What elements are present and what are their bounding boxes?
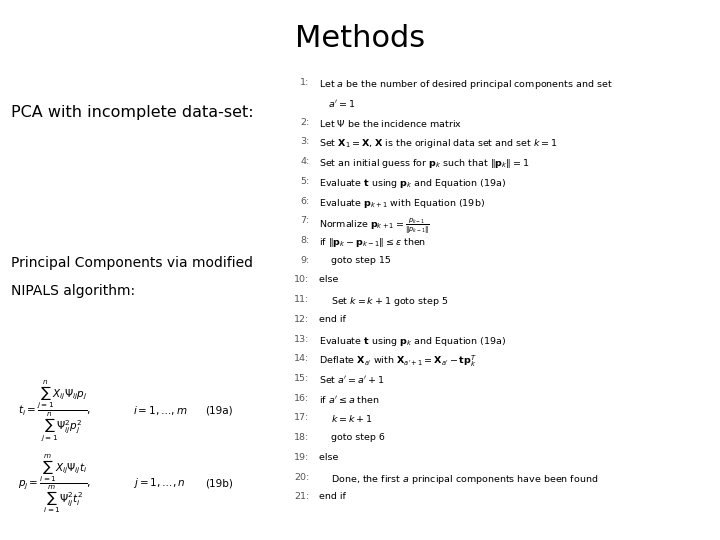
Text: Set $a' = a' + 1$: Set $a' = a' + 1$ bbox=[313, 374, 385, 385]
Text: Set $\mathbf{X}_1 = \mathbf{X}$, $\mathbf{X}$ is the original data set and set $: Set $\mathbf{X}_1 = \mathbf{X}$, $\mathb… bbox=[313, 137, 557, 151]
Text: 21:: 21: bbox=[294, 492, 310, 501]
Text: 19:: 19: bbox=[294, 453, 310, 462]
Text: goto step 15: goto step 15 bbox=[313, 255, 391, 265]
Text: 14:: 14: bbox=[294, 354, 310, 363]
Text: Normalize $\mathbf{p}_{k+1} = \frac{p_{k-1}}{\|p_{k-1}\|}$: Normalize $\mathbf{p}_{k+1} = \frac{p_{k… bbox=[313, 217, 430, 237]
Text: Set an initial guess for $\mathbf{p}_k$ such that $\|\mathbf{p}_k\| = 1$: Set an initial guess for $\mathbf{p}_k$ … bbox=[313, 157, 530, 170]
Text: PCA with incomplete data-set:: PCA with incomplete data-set: bbox=[11, 105, 253, 120]
Text: $p_j = \dfrac{\sum_{i=1}^{m} X_{ij}\Psi_{ij}t_i}{\sum_{i=1}^{m} \Psi_{ij}^2 t_i^: $p_j = \dfrac{\sum_{i=1}^{m} X_{ij}\Psi_… bbox=[18, 452, 91, 515]
Text: $i = 1, \ldots, m$: $i = 1, \ldots, m$ bbox=[133, 404, 188, 417]
Text: 5:: 5: bbox=[300, 177, 310, 186]
Text: 10:: 10: bbox=[294, 275, 310, 285]
Text: Principal Components via modified: Principal Components via modified bbox=[11, 256, 253, 271]
Text: Set $k = k + 1$ goto step 5: Set $k = k + 1$ goto step 5 bbox=[313, 295, 449, 308]
Text: 15:: 15: bbox=[294, 374, 310, 383]
Text: 11:: 11: bbox=[294, 295, 310, 304]
Text: Evaluate $\mathbf{p}_{k+1}$ with Equation (19b): Evaluate $\mathbf{p}_{k+1}$ with Equatio… bbox=[313, 197, 485, 210]
Text: 18:: 18: bbox=[294, 433, 310, 442]
Text: $t_i = \dfrac{\sum_{j=1}^{n} X_{ij}\Psi_{ij}p_j}{\sum_{j=1}^{n} \Psi_{ij}^2 p_j^: $t_i = \dfrac{\sum_{j=1}^{n} X_{ij}\Psi_… bbox=[18, 378, 91, 443]
Text: 9:: 9: bbox=[300, 255, 310, 265]
Text: 8:: 8: bbox=[300, 236, 310, 245]
Text: Let $\Psi$ be the incidence matrix: Let $\Psi$ be the incidence matrix bbox=[313, 118, 462, 129]
Text: 7:: 7: bbox=[300, 217, 310, 225]
Text: else: else bbox=[313, 453, 338, 462]
Text: NIPALS algorithm:: NIPALS algorithm: bbox=[11, 284, 135, 298]
Text: end if: end if bbox=[313, 315, 346, 324]
Text: 13:: 13: bbox=[294, 334, 310, 343]
Text: Let $a$ be the number of desired principal components and set: Let $a$ be the number of desired princip… bbox=[313, 78, 613, 91]
Text: 16:: 16: bbox=[294, 394, 310, 403]
Text: Done, the first $a$ principal components have been found: Done, the first $a$ principal components… bbox=[313, 472, 598, 485]
Text: 2:: 2: bbox=[300, 118, 310, 127]
Text: (19a): (19a) bbox=[205, 406, 233, 415]
Text: Evaluate $\mathbf{t}$ using $\mathbf{p}_k$ and Equation (19a): Evaluate $\mathbf{t}$ using $\mathbf{p}_… bbox=[313, 334, 506, 348]
Text: $a' = 1$: $a' = 1$ bbox=[313, 98, 356, 109]
Text: else: else bbox=[313, 275, 338, 285]
Text: $k = k + 1$: $k = k + 1$ bbox=[313, 414, 373, 424]
Text: (19b): (19b) bbox=[205, 478, 233, 488]
Text: 20:: 20: bbox=[294, 472, 310, 482]
Text: if $\|\mathbf{p}_k - \mathbf{p}_{k-1}\| \leq \varepsilon$ then: if $\|\mathbf{p}_k - \mathbf{p}_{k-1}\| … bbox=[313, 236, 426, 249]
Text: Methods: Methods bbox=[295, 24, 425, 53]
Text: Evaluate $\mathbf{t}$ using $\mathbf{p}_k$ and Equation (19a): Evaluate $\mathbf{t}$ using $\mathbf{p}_… bbox=[313, 177, 506, 190]
Text: 17:: 17: bbox=[294, 414, 310, 422]
Text: 12:: 12: bbox=[294, 315, 310, 324]
Text: 3:: 3: bbox=[300, 137, 310, 146]
Text: 6:: 6: bbox=[300, 197, 310, 206]
Text: Deflate $\mathbf{X}_{a'}$ with $\mathbf{X}_{a'+1} = \mathbf{X}_{a'} - \mathbf{t}: Deflate $\mathbf{X}_{a'}$ with $\mathbf{… bbox=[313, 354, 477, 369]
Text: $j = 1, \ldots, n$: $j = 1, \ldots, n$ bbox=[133, 476, 186, 490]
Text: 4:: 4: bbox=[300, 157, 310, 166]
Text: 1:: 1: bbox=[300, 78, 310, 87]
Text: goto step 6: goto step 6 bbox=[313, 433, 385, 442]
Text: if $a' \leq a$ then: if $a' \leq a$ then bbox=[313, 394, 380, 404]
Text: end if: end if bbox=[313, 492, 346, 501]
